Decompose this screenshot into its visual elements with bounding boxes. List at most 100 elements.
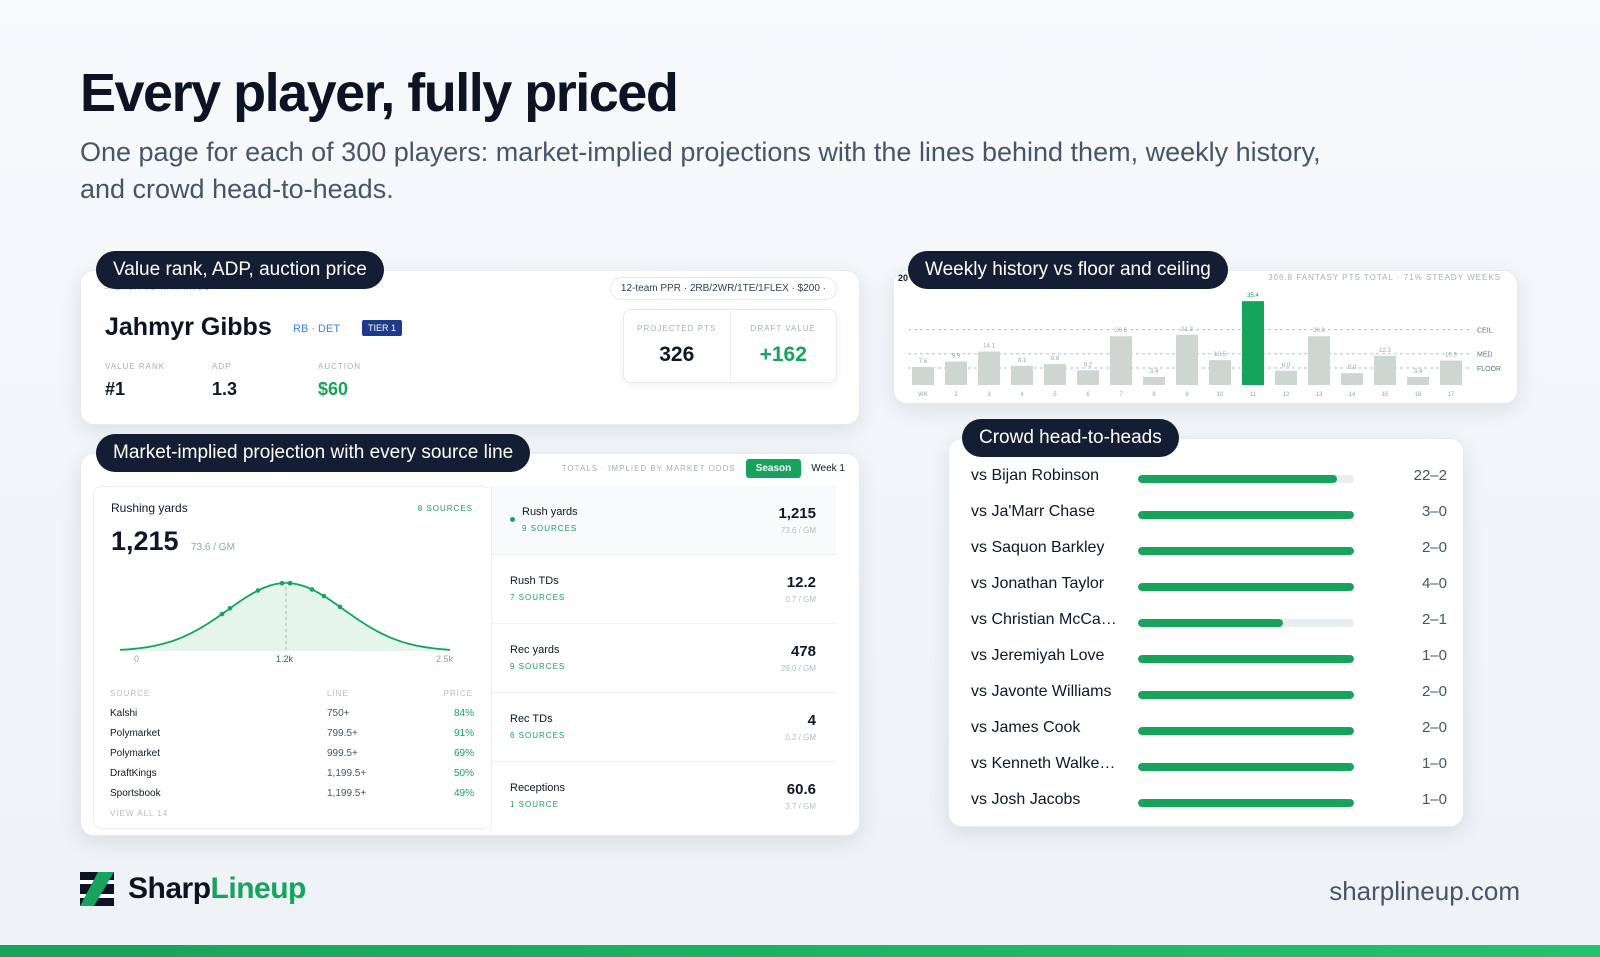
- tick-label: 0: [134, 654, 139, 664]
- h2h-row[interactable]: vs Saquon Barkley 2–0: [971, 537, 1447, 561]
- h2h-row[interactable]: vs Kenneth Walke… 1–0: [971, 753, 1447, 777]
- stat-row-rush-yards[interactable]: Rush yards 9 SOURCES 1,215 73.6 / GM: [492, 486, 836, 555]
- source-price: 84%: [453, 708, 474, 719]
- value-rank-label: VALUE RANK: [105, 362, 166, 371]
- position-team-tag: RB · DET: [293, 323, 341, 335]
- h2h-opponent: vs Jonathan Taylor: [971, 575, 1105, 592]
- site-url[interactable]: sharplineup.com: [1329, 876, 1520, 906]
- stat-row-label: Receptions: [510, 782, 566, 794]
- h2h-row[interactable]: vs Josh Jacobs 1–0: [971, 789, 1447, 813]
- projection-header-text: TOTALS · IMPLIED BY MARKET ODDS: [561, 464, 736, 473]
- h2h-bar-fill: [1138, 763, 1354, 771]
- h2h-row[interactable]: vs Ja'Marr Chase 3–0: [971, 501, 1447, 525]
- tick-label: 1.2k: [276, 654, 294, 664]
- stat-row-sources: 1 SOURCE: [510, 800, 559, 809]
- weekly-bar: [1011, 365, 1033, 385]
- value-rank-stat: VALUE RANK #1: [105, 362, 165, 400]
- reference-label: MED: [1477, 352, 1493, 359]
- stat-title: Rushing yards: [111, 501, 188, 515]
- week-tick-label: 4: [1020, 392, 1024, 398]
- source-price: 91%: [453, 728, 474, 739]
- projection-tab-bar: TOTALS · IMPLIED BY MARKET ODDS Season W…: [562, 459, 845, 478]
- view-all-sources-link[interactable]: VIEW ALL 14: [110, 809, 169, 818]
- weekly-summary-text: 306.8 FANTASY PTS TOTAL · 71% STEADY WEE…: [1268, 273, 1501, 282]
- h2h-opponent: vs Christian McCa…: [971, 611, 1117, 628]
- week-tick-label: 11: [1250, 392, 1257, 398]
- bar-data-label: 3.4: [1414, 369, 1423, 375]
- weekly-bar: [945, 361, 967, 385]
- stat-row-per-game: 29.0 / GM: [780, 664, 816, 673]
- bar-data-label: 5.0: [1348, 365, 1357, 371]
- week-tick-label: 16: [1415, 392, 1422, 398]
- stat-value: 1,215: [111, 526, 179, 556]
- stat-row-rush-tds[interactable]: Rush TDs 7 SOURCES 12.2 0.7 / GM: [492, 555, 836, 624]
- h2h-opponent: vs Ja'Marr Chase: [971, 503, 1095, 520]
- tab-season[interactable]: Season: [745, 459, 802, 478]
- h2h-bar-track: [1138, 763, 1354, 771]
- tab-week-1[interactable]: Week 1: [811, 463, 845, 474]
- source-line-marker: [255, 588, 261, 593]
- projected-points-cell: PROJECTED PTS 326: [624, 310, 730, 382]
- weekly-bar: [978, 351, 1000, 385]
- week-tick-label: 8: [1152, 392, 1156, 398]
- h2h-row[interactable]: vs Jonathan Taylor 4–0: [971, 573, 1447, 597]
- bottom-accent-bar: [0, 945, 1600, 957]
- stat-sources-link[interactable]: 8 SOURCES: [417, 504, 473, 513]
- source-row: Kalshi 750+ 84%: [110, 708, 474, 719]
- weekly-bar: [1209, 360, 1231, 385]
- bar-data-label: 35.4: [1247, 293, 1259, 299]
- source-line-marker: [321, 593, 327, 599]
- value-rank-value: #1: [105, 379, 126, 399]
- stat-row-value: 1,215: [778, 505, 816, 522]
- h2h-record: 1–0: [1421, 647, 1447, 664]
- h2h-record: 1–0: [1421, 755, 1447, 772]
- week-tick-label: 14: [1349, 392, 1356, 398]
- h2h-opponent: vs Saquon Barkley: [971, 539, 1105, 556]
- crowd-h2h-card: vs Bijan Robinson 22–2 vs Ja'Marr Chase 3–0…: [948, 438, 1464, 827]
- bar-data-label: 6.0: [1282, 363, 1291, 369]
- week-tick-label: WK: [918, 392, 928, 398]
- weekly-bar: [1077, 370, 1099, 385]
- bar-data-label: 12.3: [1379, 348, 1391, 354]
- week-tick-label: 12: [1283, 392, 1290, 398]
- h2h-row[interactable]: vs James Cook 2–0: [971, 717, 1447, 741]
- h2h-row[interactable]: vs Bijan Robinson 22–2: [971, 465, 1447, 489]
- weekly-bar: [1440, 360, 1462, 385]
- h2h-bar-fill: [1138, 655, 1354, 663]
- h2h-row[interactable]: vs Christian McCa… 2–1: [971, 609, 1447, 633]
- weekly-bar-chart: CEIL MED FLOOR 7.6 WK 9.9 2 14.1 3 8.1 4 8.8 5 6.2 6 20…: [908, 293, 1501, 398]
- bar-data-label: 10.3: [1445, 353, 1457, 359]
- h2h-bar-track: [1138, 583, 1354, 591]
- h2h-record: 2–0: [1421, 683, 1447, 700]
- source-line-marker: [279, 580, 285, 586]
- source-price: 69%: [453, 748, 474, 759]
- h2h-row[interactable]: vs Jeremiyah Love 1–0: [971, 645, 1447, 669]
- brand-name-first: Sharp: [128, 872, 211, 905]
- stat-row-sources: 9 SOURCES: [510, 662, 566, 671]
- league-settings-chip[interactable]: 12-team PPR · 2RB/2WR/1TE/1FLEX · $200 ·: [609, 277, 837, 300]
- stat-row-rec-tds[interactable]: Rec TDs 6 SOURCES 4 0.2 / GM: [492, 693, 836, 762]
- bar-data-label: 6.2: [1084, 362, 1093, 368]
- draft-value-value: +162: [759, 343, 807, 366]
- auction-label: AUCTION: [318, 362, 361, 371]
- week-tick-label: 3: [987, 392, 991, 398]
- h2h-row[interactable]: vs Javonte Williams 2–0: [971, 681, 1447, 705]
- source-price: 50%: [453, 768, 474, 779]
- week-tick-label: 9: [1185, 392, 1189, 398]
- h2h-bar-track: [1138, 727, 1354, 735]
- stat-per-game: 73.6 / GM: [191, 542, 235, 553]
- source-line-marker: [227, 606, 233, 611]
- stat-row-receptions[interactable]: Receptions 1 SOURCE 60.6 3.7 / GM: [492, 762, 836, 831]
- week-tick-label: 15: [1382, 392, 1389, 398]
- source-name: Polymarket: [110, 728, 161, 739]
- week-tick-label: 17: [1448, 392, 1455, 398]
- brand-logo[interactable]: SharpLineup: [80, 872, 306, 906]
- stat-row-per-game: 73.6 / GM: [780, 526, 816, 535]
- projected-points-label: PROJECTED PTS: [637, 324, 717, 333]
- h2h-record: 2–1: [1421, 611, 1447, 628]
- stat-row-rec-yards[interactable]: Rec yards 9 SOURCES 478 29.0 / GM: [492, 624, 836, 693]
- stat-row-sources: 6 SOURCES: [510, 731, 566, 740]
- line-column-header: LINE: [327, 689, 349, 698]
- stat-row-per-game: 0.2 / GM: [785, 733, 816, 742]
- page-subtitle: One page for each of 300 players: market…: [80, 137, 1321, 204]
